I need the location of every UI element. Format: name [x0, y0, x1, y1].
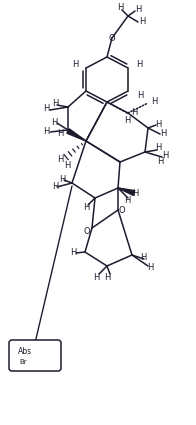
Text: H: H — [139, 17, 145, 26]
Text: O: O — [119, 206, 125, 215]
Text: H: H — [52, 181, 58, 190]
Text: H: H — [52, 99, 58, 108]
Text: H: H — [160, 128, 166, 138]
Polygon shape — [118, 188, 135, 196]
Polygon shape — [67, 129, 86, 141]
Text: H: H — [64, 161, 70, 170]
Text: H: H — [104, 274, 110, 283]
Text: H: H — [136, 60, 142, 68]
Text: H: H — [70, 247, 76, 257]
Text: H: H — [72, 60, 78, 68]
Text: H: H — [57, 128, 63, 138]
Text: O: O — [84, 227, 90, 235]
Text: H: H — [57, 155, 63, 164]
Text: H: H — [43, 104, 49, 113]
Text: H: H — [132, 189, 138, 198]
FancyBboxPatch shape — [9, 340, 61, 371]
Text: H: H — [157, 158, 163, 167]
Text: Br: Br — [19, 359, 27, 365]
Text: H: H — [162, 151, 168, 161]
Text: H: H — [155, 144, 161, 153]
Text: H: H — [140, 253, 146, 263]
Text: H: H — [51, 117, 57, 127]
Text: H: H — [155, 119, 161, 128]
Text: H: H — [83, 202, 89, 212]
Text: H: H — [147, 263, 153, 272]
Text: H: H — [93, 274, 99, 283]
Text: H: H — [117, 3, 123, 11]
Text: H: H — [151, 96, 157, 105]
Text: O: O — [109, 34, 115, 43]
Text: H: H — [137, 91, 143, 99]
Text: Abs: Abs — [18, 348, 32, 357]
Text: H: H — [43, 127, 49, 136]
Text: H: H — [124, 196, 130, 204]
Text: H: H — [59, 175, 65, 184]
Text: H: H — [124, 116, 130, 125]
Text: H: H — [135, 5, 141, 14]
Text: H: H — [131, 108, 137, 116]
